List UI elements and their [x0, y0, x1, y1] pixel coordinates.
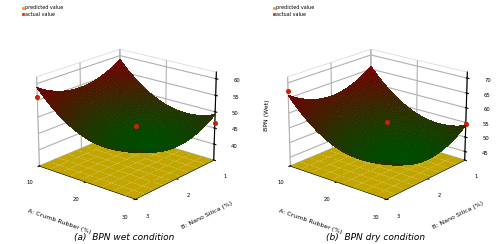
- Legend: predicted value, actual value: predicted value, actual value: [20, 3, 66, 19]
- Legend: predicted value, actual value: predicted value, actual value: [270, 3, 316, 19]
- Title: (a)  BPN wet condition: (a) BPN wet condition: [74, 233, 174, 242]
- X-axis label: A: Crumb Rubber (%): A: Crumb Rubber (%): [27, 208, 92, 234]
- Y-axis label: B: Nano Silica (%): B: Nano Silica (%): [180, 201, 233, 230]
- Title: (b)  BPN dry condition: (b) BPN dry condition: [326, 233, 425, 242]
- X-axis label: A: Crumb Rubber (%): A: Crumb Rubber (%): [278, 208, 343, 234]
- Y-axis label: B: Nano Silica (%): B: Nano Silica (%): [432, 201, 484, 230]
